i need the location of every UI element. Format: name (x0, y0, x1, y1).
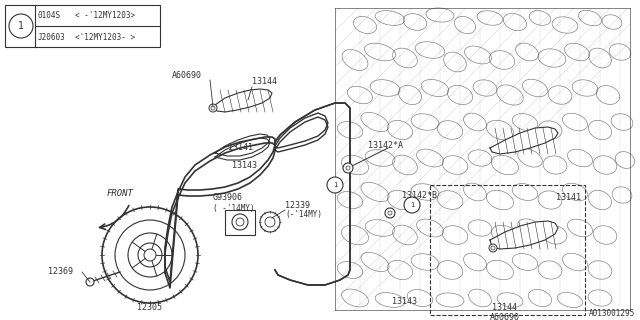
Circle shape (327, 177, 343, 193)
Polygon shape (490, 221, 558, 249)
Text: J20603: J20603 (38, 33, 66, 42)
Circle shape (385, 208, 395, 218)
Text: < -'12MY1203>: < -'12MY1203> (75, 11, 135, 20)
Text: FRONT: FRONT (107, 189, 134, 198)
Text: 12305: 12305 (137, 303, 162, 313)
Circle shape (86, 278, 94, 286)
Text: 13142*A: 13142*A (368, 140, 403, 149)
Circle shape (209, 104, 217, 112)
Circle shape (232, 214, 248, 230)
Text: <'12MY1203- >: <'12MY1203- > (75, 33, 135, 42)
Bar (430, 185, 585, 315)
Text: 1: 1 (333, 182, 337, 188)
Circle shape (489, 244, 497, 252)
Text: A60690: A60690 (172, 70, 202, 79)
Text: 13141: 13141 (556, 194, 581, 203)
Bar (5, 5, 160, 47)
Text: ( -'14MY): ( -'14MY) (213, 204, 255, 212)
Text: 13143: 13143 (232, 161, 257, 170)
Text: 12339: 12339 (285, 201, 310, 210)
Circle shape (343, 163, 353, 173)
Text: 1: 1 (410, 202, 414, 208)
Text: 13144: 13144 (492, 303, 517, 313)
Polygon shape (490, 127, 558, 154)
Text: 12369: 12369 (48, 268, 73, 276)
Text: 13142*B: 13142*B (402, 190, 437, 199)
Text: 1: 1 (18, 21, 24, 31)
Text: 0104S: 0104S (38, 11, 61, 20)
Circle shape (404, 197, 420, 213)
Text: 13141: 13141 (228, 143, 253, 153)
Text: 13143: 13143 (392, 298, 417, 307)
Text: G93906: G93906 (213, 194, 243, 203)
Circle shape (260, 212, 280, 232)
Bar (225, 210, 255, 235)
Text: A60690: A60690 (490, 314, 520, 320)
Text: (-'14MY): (-'14MY) (285, 211, 322, 220)
Polygon shape (214, 89, 272, 112)
Text: A013001295: A013001295 (589, 309, 635, 318)
Text: 13144: 13144 (252, 77, 277, 86)
